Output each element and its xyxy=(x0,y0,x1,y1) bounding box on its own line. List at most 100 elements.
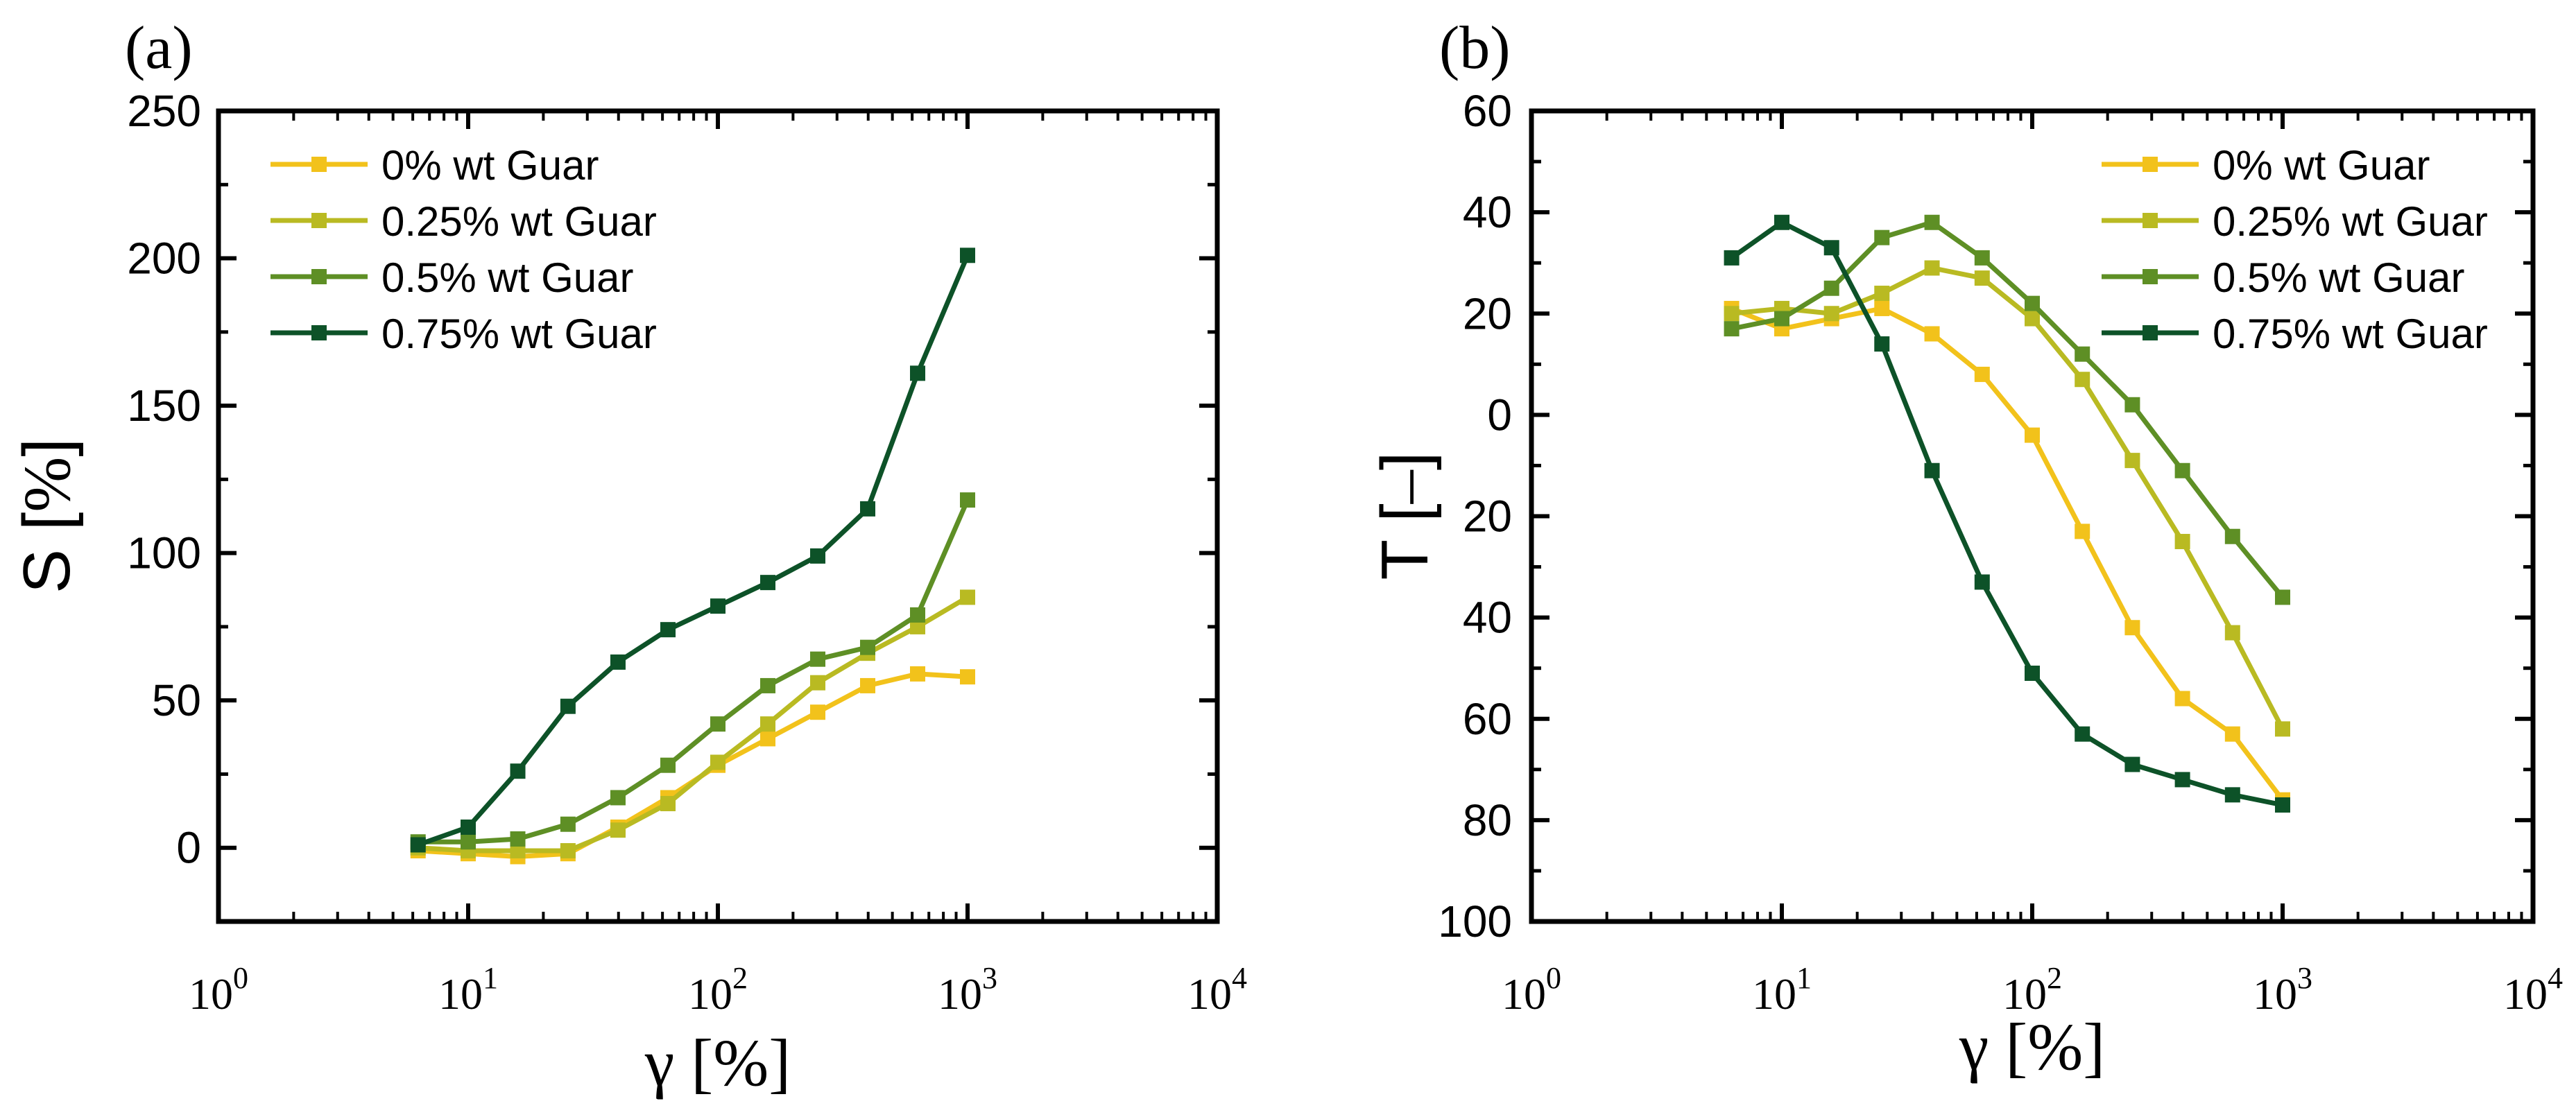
data-point xyxy=(859,639,875,655)
data-point xyxy=(910,666,926,682)
panel-b: (b) 60 40 20 0 20 40 60 80 100 100 101 102 103 104 0… xyxy=(1368,15,2563,1084)
data-point xyxy=(560,842,576,858)
data-point xyxy=(610,654,626,670)
data-point xyxy=(461,819,476,835)
data-point xyxy=(1974,574,1990,590)
data-point xyxy=(1974,250,1990,266)
data-point xyxy=(910,607,926,623)
series-group xyxy=(410,248,975,865)
data-point xyxy=(610,822,626,838)
x-tick-label: 101 xyxy=(438,961,498,1019)
data-point xyxy=(1823,306,1839,322)
data-point xyxy=(910,365,926,381)
data-point xyxy=(2174,534,2190,550)
data-point xyxy=(1924,260,1940,276)
data-point xyxy=(960,248,975,263)
data-point xyxy=(2025,295,2040,311)
series-line xyxy=(1731,220,2285,599)
data-point xyxy=(1774,311,1789,327)
y-tick-labels: 60 40 20 0 20 40 60 80 100 xyxy=(1438,86,1512,946)
legend-label: 0.5% wt Guar xyxy=(2213,254,2465,301)
panel-label: (a) xyxy=(125,15,193,82)
legend-label: 0.75% wt Guar xyxy=(381,311,657,357)
data-point xyxy=(1974,270,1990,286)
x-tick-label: 101 xyxy=(1752,961,1812,1019)
data-point xyxy=(2025,427,2040,443)
y-tick-label: 20 xyxy=(1463,288,1512,338)
data-point xyxy=(2124,397,2140,413)
data-point xyxy=(760,731,776,747)
data-point xyxy=(760,575,776,591)
y-tick-label: 60 xyxy=(1463,86,1512,136)
legend-label: 0% wt Guar xyxy=(381,142,599,189)
x-tick-label: 103 xyxy=(938,961,997,1019)
data-point xyxy=(2224,625,2240,641)
data-point xyxy=(1724,306,1740,322)
data-point xyxy=(2174,691,2190,707)
data-point xyxy=(1724,250,1740,266)
data-point xyxy=(510,831,526,847)
legend-marker xyxy=(311,157,327,172)
y-tick-label: 0 xyxy=(1487,390,1512,440)
legend-marker xyxy=(2143,157,2158,172)
series-line xyxy=(418,595,969,854)
legend-marker xyxy=(311,213,327,228)
data-point xyxy=(1724,321,1740,337)
y-tick-label: 200 xyxy=(127,234,201,284)
data-point xyxy=(710,598,725,614)
data-point xyxy=(960,669,975,685)
legend-marker xyxy=(311,269,327,284)
series-line xyxy=(418,671,968,859)
data-point xyxy=(810,675,826,691)
y-tick-labels: 0 50 100 150 200 250 xyxy=(127,86,201,873)
y-tick-label: 80 xyxy=(1463,795,1512,845)
data-point xyxy=(810,548,826,564)
data-point xyxy=(510,842,526,858)
data-point xyxy=(2224,787,2240,803)
data-point xyxy=(2174,462,2190,478)
data-point xyxy=(1823,240,1839,256)
data-point xyxy=(1924,462,1940,478)
data-point xyxy=(1874,336,1890,352)
data-point xyxy=(410,837,426,853)
x-tick-label: 104 xyxy=(2503,961,2563,1019)
series-line xyxy=(1731,306,2285,802)
data-point xyxy=(760,677,776,693)
data-point xyxy=(960,589,975,605)
data-point xyxy=(2174,772,2190,788)
axis-ticks xyxy=(1529,109,2535,924)
data-point xyxy=(2224,528,2240,544)
x-tick-label: 102 xyxy=(2002,961,2062,1019)
data-point xyxy=(560,816,576,832)
data-point xyxy=(560,698,576,714)
data-point xyxy=(2275,721,2290,737)
data-point xyxy=(710,716,725,732)
y-tick-label: 20 xyxy=(1463,492,1512,542)
data-point xyxy=(2224,726,2240,742)
x-tick-label: 100 xyxy=(1502,961,1561,1019)
legend-label: 0.25% wt Guar xyxy=(381,198,657,245)
series-line xyxy=(418,499,970,845)
series-line xyxy=(1730,220,2283,808)
legend-marker xyxy=(311,325,327,340)
data-point xyxy=(2124,620,2140,636)
y-tick-label: 100 xyxy=(1438,897,1512,946)
data-point xyxy=(1874,230,1890,245)
y-tick-label: 50 xyxy=(152,675,201,725)
y-tick-label: 60 xyxy=(1463,694,1512,744)
y-tick-label: 40 xyxy=(1463,593,1512,643)
data-point xyxy=(2275,797,2290,813)
data-point xyxy=(2075,523,2090,539)
x-tick-label: 100 xyxy=(189,961,248,1019)
series-line xyxy=(417,254,970,847)
legend-label: 0% wt Guar xyxy=(2213,142,2430,189)
data-point xyxy=(1924,214,1940,230)
x-tick-labels: 100 101 102 103 104 xyxy=(189,961,1247,1019)
data-point xyxy=(910,618,926,634)
data-point xyxy=(660,622,676,638)
data-point xyxy=(1774,214,1789,230)
data-point xyxy=(1874,300,1890,316)
legend: 0% wt Guar 0.25% wt Guar 0.5% wt Guar 0.75%… xyxy=(2102,142,2488,357)
y-axis-label: S [%] xyxy=(10,438,84,594)
x-tick-label: 104 xyxy=(1187,961,1247,1019)
